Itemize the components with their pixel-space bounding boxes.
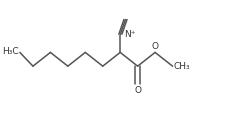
Text: O: O bbox=[134, 86, 141, 95]
Text: O: O bbox=[151, 42, 158, 51]
Text: H₃C: H₃C bbox=[2, 47, 19, 56]
Text: CH₃: CH₃ bbox=[173, 62, 189, 71]
Text: N⁺: N⁺ bbox=[124, 30, 135, 39]
